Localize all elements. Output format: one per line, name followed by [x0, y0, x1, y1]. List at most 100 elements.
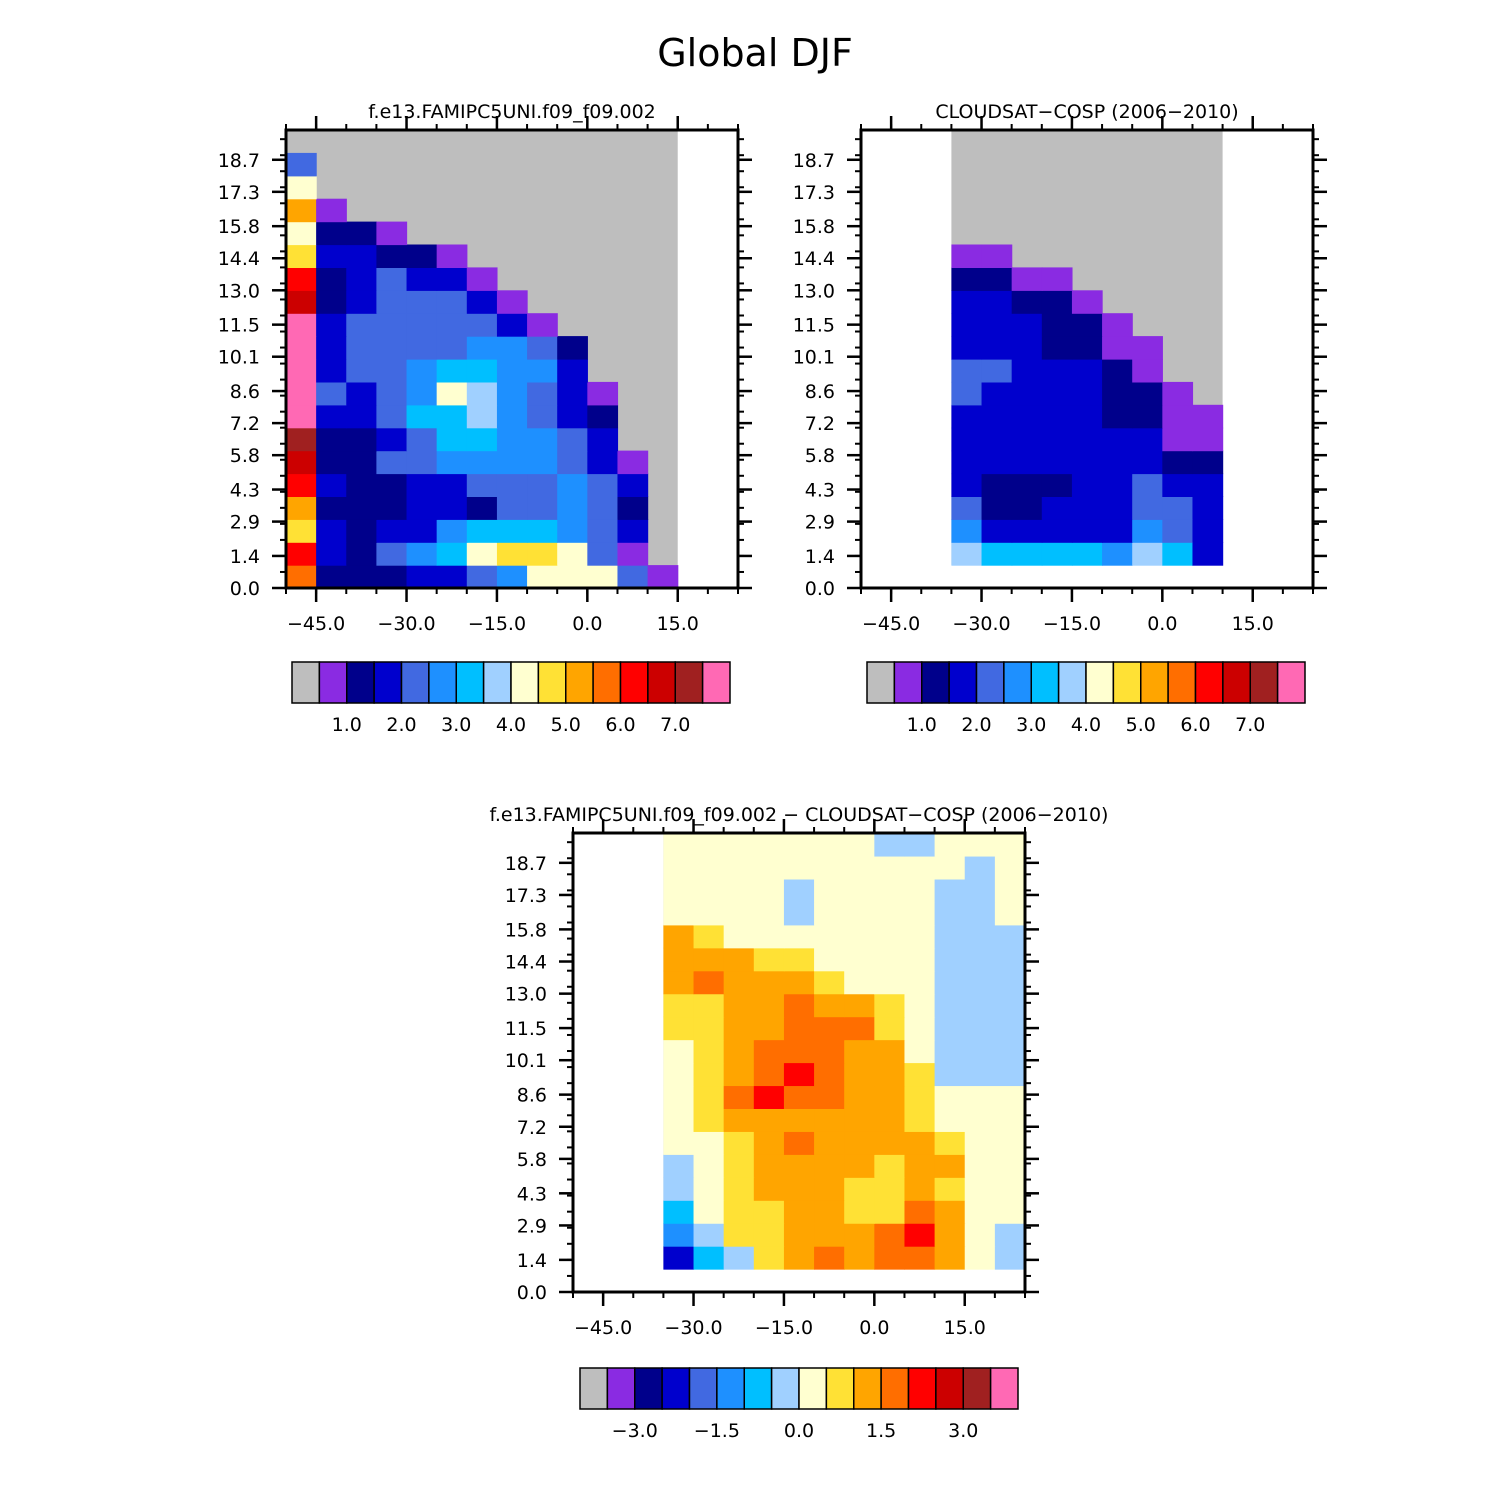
- diff-y-tick-label: 7.2: [517, 1117, 547, 1139]
- obs-x-tick-label: −30.0: [952, 613, 1010, 635]
- model-colorbar-label: 3.0: [441, 714, 471, 736]
- model-colorbar-box: [701, 661, 731, 704]
- obs-cell: [951, 336, 983, 360]
- diff-cell: [934, 993, 966, 1018]
- model-cell: [376, 496, 408, 520]
- model-cell: [466, 542, 498, 566]
- diff-cell: [693, 1200, 725, 1224]
- model-cell: [406, 473, 438, 497]
- diff-cell: [753, 970, 785, 995]
- obs-cell: [1192, 450, 1224, 475]
- diff-cell: [964, 855, 996, 880]
- model-cell: [286, 175, 317, 200]
- model-y-tick-label: 14.4: [218, 248, 260, 270]
- diff-cell: [844, 970, 875, 995]
- model-cell: [406, 313, 438, 337]
- diff-cell: [783, 1039, 815, 1064]
- model-cell: [436, 244, 468, 268]
- diff-cell: [874, 1246, 906, 1270]
- obs-colorbar-label: 3.0: [1016, 714, 1046, 736]
- model-colorbar-label: 6.0: [605, 714, 635, 736]
- diff-y-tick-label: 1.4: [517, 1250, 547, 1272]
- diff-cell: [934, 1177, 966, 1201]
- model-cell: [376, 359, 408, 383]
- diff-colorbar-box: [661, 1367, 691, 1410]
- diff-cell: [753, 833, 785, 857]
- diff-cell: [904, 833, 936, 857]
- diff-colorbar-label: 3.0: [948, 1420, 978, 1442]
- diff-cell: [844, 1246, 875, 1270]
- model-cell: [316, 496, 347, 520]
- diff-colorbar-label: 0.0: [784, 1420, 814, 1442]
- diff-cell: [723, 855, 755, 880]
- model-y-tick-label: 15.8: [218, 216, 260, 238]
- obs-cell: [1071, 290, 1103, 314]
- diff-cell: [874, 1223, 906, 1247]
- obs-cell: [1162, 519, 1194, 543]
- model-cell: [527, 473, 558, 497]
- diff-cell: [723, 970, 755, 995]
- diff-cell: [844, 878, 875, 903]
- model-y-tick-label: 17.3: [218, 182, 260, 204]
- model-cell: [557, 565, 588, 589]
- diff-cell: [693, 878, 725, 903]
- model-cell: [436, 542, 468, 566]
- diff-cell: [874, 1085, 906, 1109]
- model-colorbar-box: [537, 661, 567, 704]
- model-colorbar-box: [318, 661, 348, 704]
- obs-cell: [1041, 496, 1073, 520]
- diff-colorbar-box: [688, 1367, 718, 1410]
- diff-cell: [663, 1016, 695, 1041]
- model-panel: f.e13.FAMIPC5UNI.f09_f09.002 0.0 1.4 2.9 4.…: [218, 101, 752, 736]
- diff-cell: [693, 1154, 725, 1178]
- model-cell: [316, 542, 347, 566]
- obs-cell: [1071, 519, 1103, 543]
- diff-cell: [693, 1131, 725, 1155]
- obs-y-tick-label: 13.0: [793, 280, 835, 302]
- obs-cell: [951, 404, 983, 429]
- diff-cell: [994, 833, 1026, 857]
- diff-cell: [874, 1154, 906, 1178]
- model-y-tick-label: 1.4: [230, 546, 260, 568]
- diff-cell: [693, 1223, 725, 1247]
- model-cell: [286, 542, 317, 566]
- diff-cell: [693, 1108, 725, 1132]
- obs-cell: [1132, 496, 1163, 520]
- model-cell: [376, 336, 408, 360]
- diff-cell: [874, 1039, 906, 1064]
- model-cell: [406, 496, 438, 520]
- diff-colorbar-box: [907, 1367, 937, 1410]
- obs-cell: [1102, 381, 1133, 406]
- diff-cell: [844, 1039, 875, 1064]
- obs-cell: [1102, 450, 1133, 475]
- diff-cell: [783, 1177, 815, 1201]
- diff-y-tick-label: 4.3: [517, 1183, 547, 1205]
- diff-cell: [904, 1108, 936, 1132]
- obs-y-tick-label: 2.9: [805, 512, 835, 534]
- obs-cell: [1041, 542, 1073, 566]
- model-cell: [286, 152, 317, 177]
- diff-cell: [934, 1154, 966, 1178]
- obs-cell: [1011, 542, 1043, 566]
- diff-x-tick-label: −30.0: [664, 1317, 722, 1339]
- diff-cell: [663, 1039, 695, 1064]
- model-cell: [316, 473, 347, 497]
- obs-cell: [1102, 519, 1133, 543]
- diff-cell: [934, 1016, 966, 1041]
- diff-colorbar-box: [606, 1367, 636, 1410]
- model-cell: [527, 496, 558, 520]
- diff-cell: [934, 1062, 966, 1087]
- obs-colorbar-box: [1085, 661, 1115, 704]
- model-cell: [406, 267, 438, 291]
- diff-cell: [874, 1177, 906, 1201]
- model-colorbar-box: [291, 661, 321, 704]
- diff-cell: [844, 1131, 875, 1155]
- diff-cell: [904, 970, 936, 995]
- model-cell: [286, 519, 317, 543]
- diff-cell: [964, 833, 996, 857]
- diff-cell: [904, 901, 936, 926]
- diff-cell: [874, 1016, 906, 1041]
- model-x-tick-label: −45.0: [287, 613, 345, 635]
- model-cell: [286, 198, 317, 223]
- model-cell: [436, 359, 468, 383]
